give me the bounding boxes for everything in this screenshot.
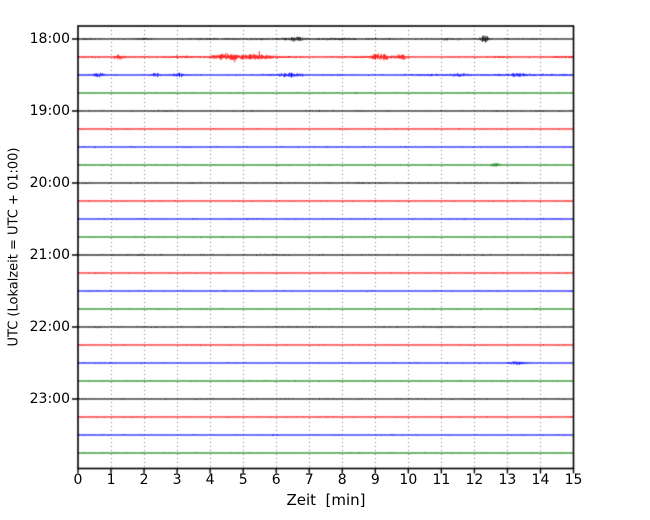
y-tick-label: 21:00 <box>29 247 70 263</box>
x-tick-label: 8 <box>337 472 347 488</box>
x-tick-label: 10 <box>399 472 418 488</box>
x-tick-label: 7 <box>304 472 314 488</box>
y-tick-label: 23:00 <box>29 391 70 407</box>
y-tick-label: 22:00 <box>29 319 70 335</box>
y-tick-label: 19:00 <box>29 103 70 119</box>
x-tick-label: 3 <box>172 472 182 488</box>
y-tick-label: 20:00 <box>29 175 70 191</box>
x-tick-label: 14 <box>531 472 550 488</box>
x-tick-label: 5 <box>238 472 248 488</box>
x-tick-label: 11 <box>432 472 451 488</box>
x-tick-label: 4 <box>205 472 215 488</box>
x-tick-label: 2 <box>139 472 149 488</box>
x-tick-label: 0 <box>73 472 83 488</box>
y-tick-label: 18:00 <box>29 31 70 47</box>
x-tick-label: 15 <box>564 472 583 488</box>
x-tick-label: 9 <box>370 472 380 488</box>
x-tick-label: 6 <box>271 472 281 488</box>
x-axis-title: Zeit [min] <box>286 491 366 509</box>
x-tick-label: 1 <box>106 472 116 488</box>
x-tick-label: 12 <box>465 472 484 488</box>
x-tick-label: 13 <box>498 472 517 488</box>
